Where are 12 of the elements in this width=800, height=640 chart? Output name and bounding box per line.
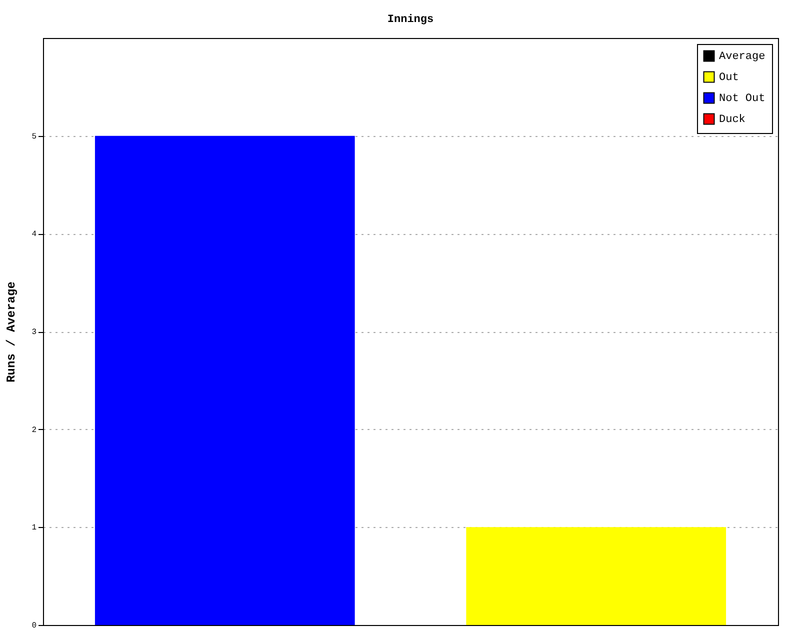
y-axis-title: Runs / Average bbox=[4, 282, 19, 382]
y-tick-label: 1 bbox=[32, 524, 37, 533]
y-tick-label: 5 bbox=[32, 132, 37, 142]
y-tick-label: 4 bbox=[32, 230, 37, 240]
y-tick-label: 2 bbox=[32, 426, 37, 435]
legend-label: Out bbox=[719, 72, 739, 84]
legend-label: Not Out bbox=[719, 93, 766, 105]
legend-label: Duck bbox=[719, 114, 746, 126]
y-tick-label: 3 bbox=[32, 328, 37, 337]
legend-label: Average bbox=[719, 51, 766, 63]
chart-title: Innings bbox=[387, 14, 434, 26]
y-tick-label: 0 bbox=[32, 622, 37, 630]
